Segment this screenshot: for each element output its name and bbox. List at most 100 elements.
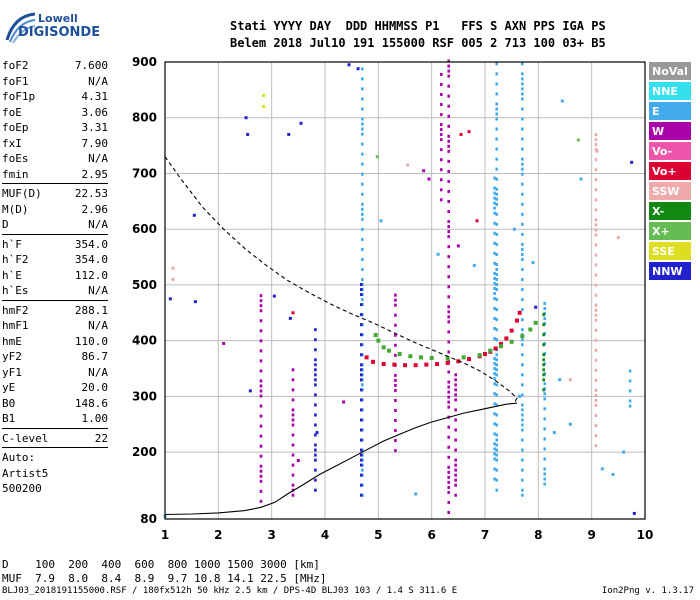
param-value: N/A [88,319,108,332]
params-group-critical-frequencies: foF2 7.600 foF1 N/A foF1p 4.31 foE 3.06 foEp 3.31… [2,58,108,182]
echo-dot [622,450,626,454]
echo-mark [447,169,451,173]
echo-mark [314,358,317,362]
echo-mark [361,122,364,126]
echo-mark [361,87,364,91]
echo-dot [406,163,410,167]
param-value: 3.31 [81,121,109,134]
echo-mark [493,211,496,215]
echo-mark [314,453,317,457]
echo-mark [359,493,363,497]
echo-mark [361,267,364,271]
y-tick-label: 800 [132,111,157,125]
echo-mark [394,343,397,347]
echo-mark [359,398,363,402]
echo-mark [495,283,499,287]
echo-mark [361,383,364,387]
echo-mark [521,162,524,166]
echo-mark [521,318,524,322]
echo-mark [359,353,363,357]
echo-mark [361,363,364,367]
params-group-confidence: C-level 22 [2,431,108,447]
echo-mark [447,134,451,138]
echo-mark [361,438,364,442]
param-name: h`Es [2,284,29,297]
echo-mark [439,178,443,182]
echo-dot [595,149,599,153]
echo-mark [521,288,524,292]
echo-mark [259,304,263,308]
echo-mark [439,92,443,96]
param-name: foF2 [2,59,29,72]
echo-mark [361,293,364,297]
polarization-legend: NoVal NNE E W Vo- Vo+ SSW X- X+ SSE NNW [649,62,691,282]
trace-point-x-trace [509,339,514,344]
echo-mark [394,293,397,297]
trace-point-x-trace [373,333,378,338]
echo-mark [495,267,499,271]
echo-mark [447,285,451,289]
param-name: foF1p [2,90,36,103]
echo-mark [495,438,499,442]
echo-mark [361,288,364,292]
echo-mark [521,107,524,111]
echo-mark [447,475,451,479]
echo-mark [361,192,364,196]
echo-mark [594,303,598,307]
echo-mark [543,372,547,376]
echo-mark [495,252,499,256]
echo-mark [447,425,451,429]
echo-mark [594,368,598,372]
echo-mark [394,353,397,357]
echo-mark [447,405,451,409]
header-labels: Stati YYYY DAY DDD HHMMSS P1 FFS S AXN P… [230,19,606,33]
echo-mark [543,437,547,441]
param-value: N/A [88,218,108,231]
echo-mark [439,103,443,107]
echo-mark [439,133,443,137]
echo-mark [447,470,451,474]
echo-mark [454,448,457,452]
echo-mark [594,403,598,407]
echo-mark [594,178,598,182]
echo-mark [521,232,524,236]
echo-dot [171,277,175,281]
echo-mark [493,457,496,461]
echo-mark [495,177,499,181]
param-row-h-f2: h`F2 354.0 [2,252,108,268]
echo-mark [439,158,443,162]
echo-mark [454,473,457,477]
header-values: Belem 2018 Jul10 191 155000 RSF 005 2 71… [230,36,606,50]
echo-dot [630,160,634,164]
echo-mark [361,428,364,432]
echo-mark [594,138,598,142]
echo-mark [495,107,499,111]
echo-mark [543,407,547,411]
echo-mark [259,469,263,473]
echo-mark [543,417,547,421]
echo-mark [259,369,263,373]
echo-mark [493,276,496,280]
param-value: 288.1 [74,303,108,317]
echo-mark [259,424,263,428]
echo-mark [361,353,364,357]
echo-mark [495,298,499,302]
trace-point-o-trace [371,359,375,364]
echo-mark [291,488,295,492]
divider [2,183,108,184]
echo-mark [521,353,524,357]
echo-mark [521,438,524,442]
echo-mark [495,157,499,161]
echo-mark [495,478,499,482]
echo-mark [447,295,451,299]
echo-mark [594,424,598,428]
echo-dot [459,132,463,136]
trace-point-o-trace [456,359,461,364]
echo-mark [594,398,598,402]
echo-mark [314,373,317,377]
echo-dot [193,300,197,304]
echo-mark [291,378,295,382]
param-row-foe: foE 3.06 [2,105,108,121]
echo-mark [493,191,496,195]
trace-point-o-trace [483,352,487,357]
